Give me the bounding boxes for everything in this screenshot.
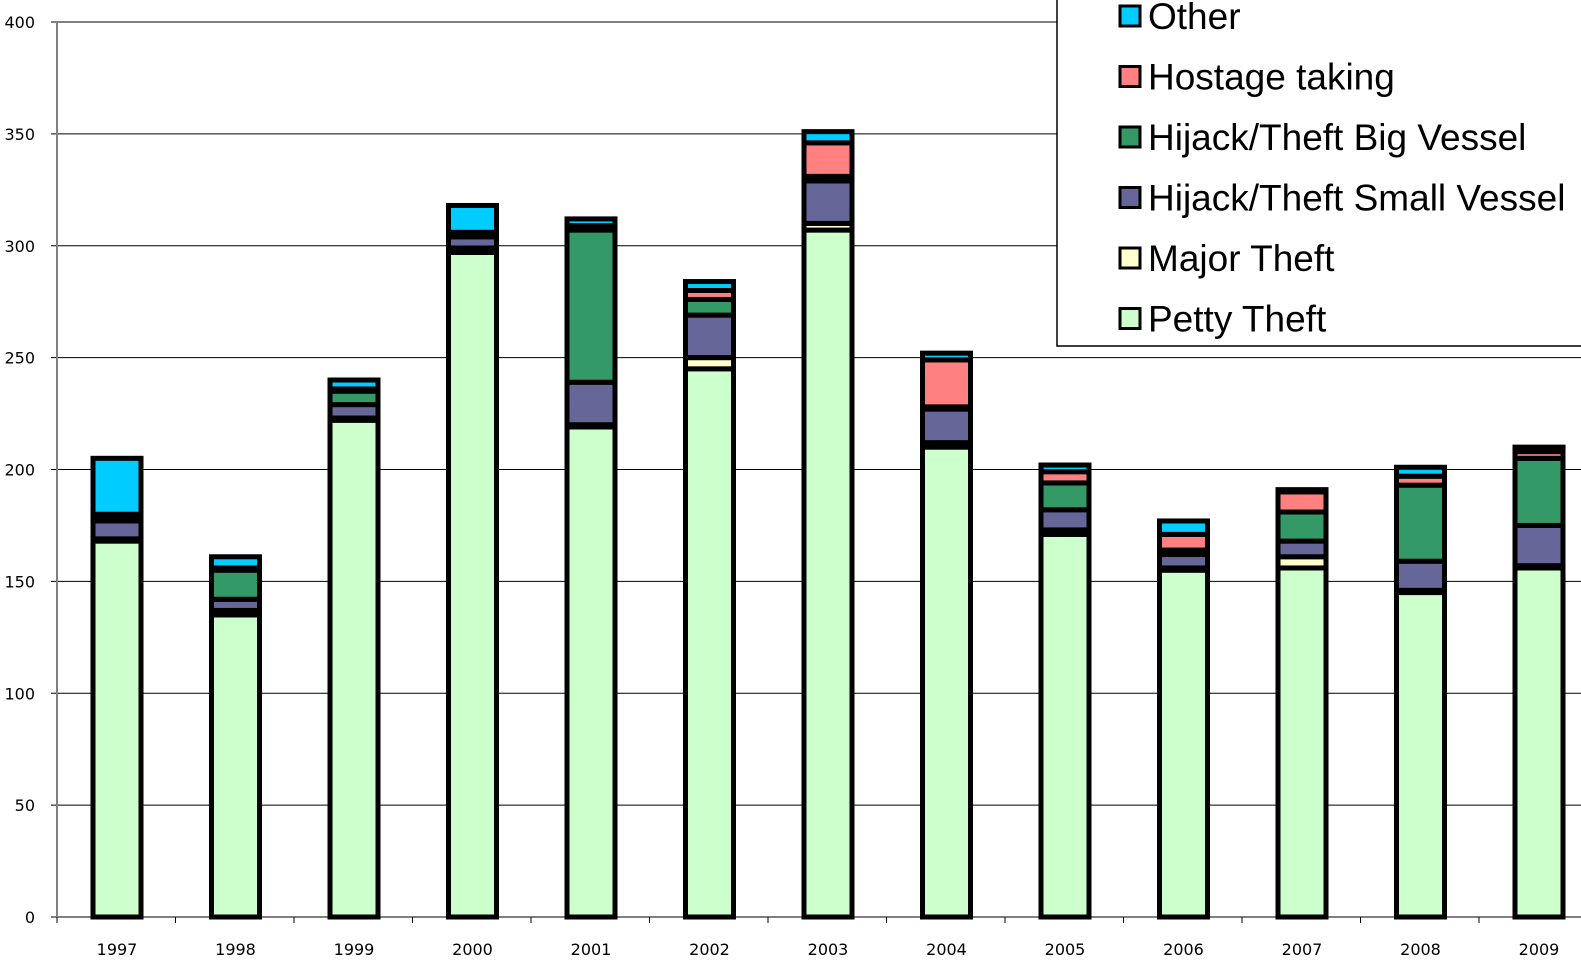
bar-segment <box>683 312 736 361</box>
bar-segment <box>1394 464 1447 479</box>
bar-segment <box>1512 455 1566 528</box>
bar-segment <box>446 202 499 235</box>
bar-segment <box>801 140 855 179</box>
y-tick-label: 100 <box>4 684 35 703</box>
legend-swatch <box>1118 186 1142 209</box>
bar-segment <box>1394 482 1447 564</box>
y-tick-label: 300 <box>4 237 35 256</box>
y-axis: 0 50 100 150 200 250 300 350 400 <box>4 13 58 927</box>
x-tick-label: 2007 <box>1282 940 1323 959</box>
x-tick-label: 2005 <box>1045 940 1086 959</box>
bar-segment <box>683 366 736 920</box>
y-tick-label: 350 <box>4 125 35 144</box>
bar-segment <box>327 417 381 920</box>
x-tick-label: 1999 <box>334 940 375 959</box>
bar-segment <box>327 377 381 392</box>
bar-segment <box>1038 462 1092 475</box>
x-tick-label: 2001 <box>571 940 612 959</box>
bar-segment <box>920 350 973 363</box>
x-axis: 1997 1998 1999 2000 2001 2002 2003 2004 2005 2006… <box>56 916 1581 959</box>
y-tick-label: 250 <box>4 349 35 368</box>
legend-swatch <box>1118 125 1142 149</box>
bar-segment <box>564 379 618 428</box>
legend-swatch <box>1118 307 1142 330</box>
bar-segment <box>1275 487 1329 495</box>
y-tick-label: 400 <box>4 13 35 32</box>
bar-segment <box>1394 558 1447 593</box>
bar-segment <box>90 538 144 920</box>
bar-segment <box>801 227 855 920</box>
x-tick-label: 1998 <box>215 940 256 959</box>
legend-label: Hostage taking <box>1148 57 1395 98</box>
bar-segment <box>209 567 262 602</box>
x-tick-label: 2006 <box>1163 940 1204 959</box>
bar-segment <box>801 129 855 146</box>
bar-segment <box>564 216 618 229</box>
bar-segment <box>90 518 144 542</box>
bar-segment <box>1157 518 1210 537</box>
legend-label: Major Theft <box>1148 238 1335 279</box>
bar-segment <box>920 444 973 920</box>
y-tick-label: 0 <box>25 908 35 927</box>
bar-segment <box>90 455 144 517</box>
legend-swatch <box>1118 246 1142 270</box>
bar-segment <box>1275 489 1329 515</box>
bar-segment <box>683 279 736 293</box>
bar-segment <box>920 406 973 446</box>
legend-box <box>1056 0 1581 347</box>
bar-segment <box>920 357 973 410</box>
x-tick-label: 2003 <box>808 940 849 959</box>
legend-label: Hijack/Theft Big Vessel <box>1148 117 1526 158</box>
legend-label: Hijack/Theft Small Vessel <box>1148 178 1565 219</box>
bar-segment <box>209 612 262 920</box>
x-tick-label: 2008 <box>1400 940 1441 959</box>
bar-segment <box>1038 531 1092 920</box>
x-tick-label: 2000 <box>452 940 493 959</box>
bar-segment <box>1512 565 1566 920</box>
bar-segment <box>1512 444 1566 455</box>
bar-segment <box>1275 509 1329 544</box>
legend-swatch <box>1118 4 1142 28</box>
bar-segment <box>1038 480 1092 513</box>
bar-segment <box>1512 522 1566 569</box>
legend-label: Petty Theft <box>1148 299 1327 340</box>
bar-segment <box>1157 567 1210 920</box>
x-tick-label: 2002 <box>689 940 730 959</box>
bar-segment <box>801 178 855 226</box>
legend: Other Hostage taking Hijack/Theft Big Vess… <box>1056 0 1581 347</box>
x-tick-label: 2004 <box>926 940 967 959</box>
bar-segment <box>446 249 499 920</box>
bar-segment <box>1394 590 1447 920</box>
bar-segment <box>1275 565 1329 920</box>
bar-segment <box>1038 507 1092 533</box>
bars <box>90 129 1566 920</box>
y-tick-label: 150 <box>4 572 35 591</box>
bar-segment <box>564 424 618 920</box>
y-tick-label: 50 <box>15 796 35 815</box>
bar-segment <box>209 554 262 571</box>
legend-swatch <box>1118 65 1142 88</box>
x-tick-label: 2009 <box>1519 940 1560 959</box>
x-tick-label: 1997 <box>97 940 138 959</box>
legend-label: Other <box>1148 0 1241 37</box>
y-tick-label: 200 <box>4 461 35 480</box>
bar-segment <box>564 227 618 385</box>
